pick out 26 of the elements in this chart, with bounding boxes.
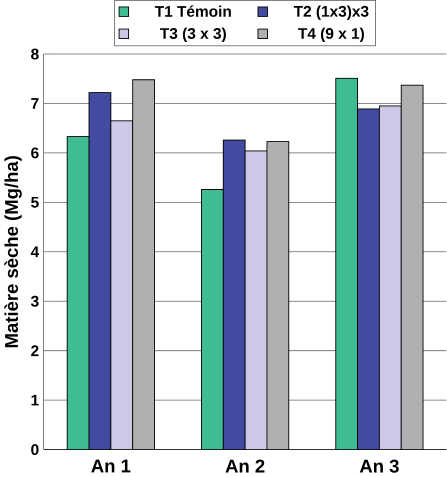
bar: [110, 120, 134, 450]
y-tick-label: 4: [30, 246, 40, 258]
legend-label: T2 (1x3)x3: [294, 5, 369, 20]
legend-label: T4 (9 x 1): [298, 28, 364, 42]
y-axis-title: Matière sèche (Mg/ha): [4, 156, 22, 348]
y-tick-label: 7: [31, 98, 39, 109]
y-tick-label: 2: [31, 345, 39, 356]
bar: [88, 92, 112, 450]
x-tick-label: An 2: [226, 460, 264, 473]
bar: [357, 108, 380, 450]
bar: [244, 150, 268, 450]
y-tick-label: 6: [31, 147, 39, 158]
y-tick-label: 3: [30, 296, 39, 307]
bar: [335, 78, 358, 450]
bar: [201, 189, 224, 450]
x-tick-label: An 3: [360, 460, 399, 473]
bar: [378, 106, 402, 450]
bar: [222, 140, 246, 450]
bar: [66, 136, 90, 450]
y-tick-label: 5: [31, 196, 39, 208]
y-tick-label: 1: [32, 394, 39, 406]
y-tick-label: 0: [31, 444, 39, 456]
y-tick-label: 8: [31, 48, 39, 60]
legend-label: T3 (3 x 3): [160, 28, 226, 42]
x-tick-label: An 1: [91, 460, 130, 472]
legend-label: T1 Témoin: [154, 5, 231, 17]
